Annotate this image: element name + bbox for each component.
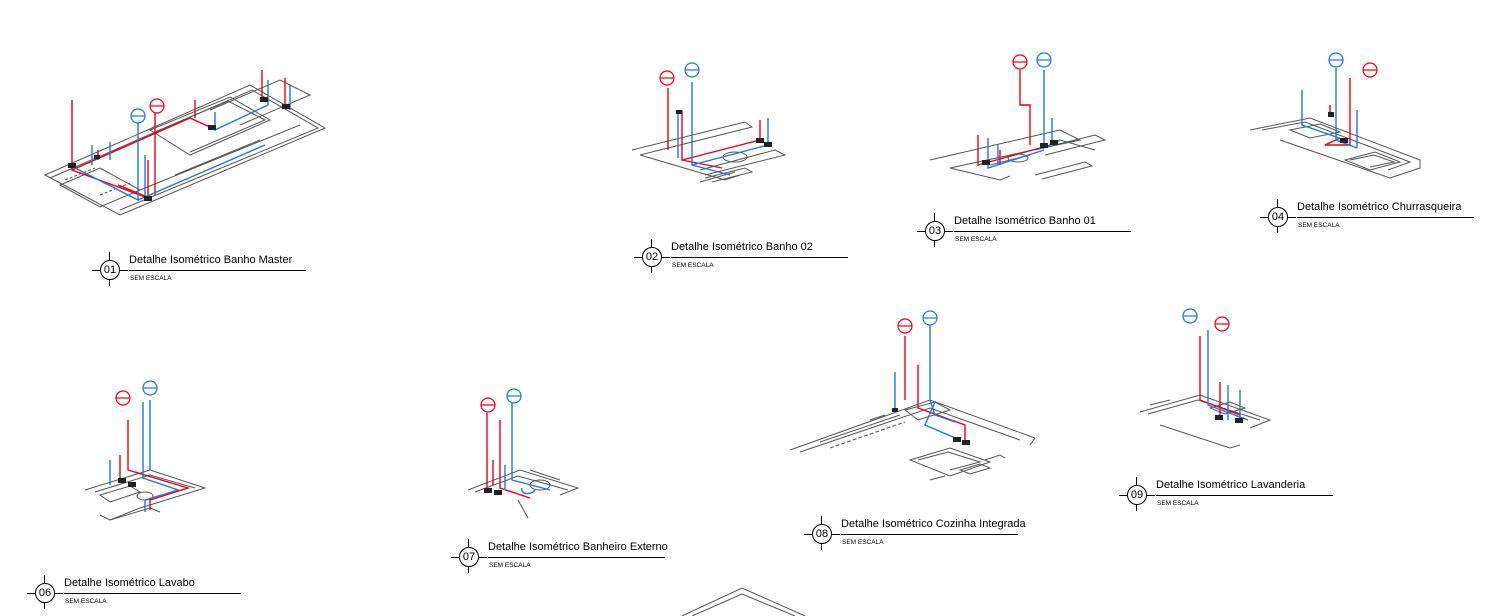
tag-bubbles-churrasqueira — [1328, 52, 1378, 78]
detail-number-badge: 03 — [925, 221, 945, 241]
hot-pipes-banho-01 — [977, 70, 1041, 166]
isometric-drawing-banho-master — [43, 79, 327, 216]
isometric-drawing-lavanderia — [1139, 394, 1272, 449]
fixtures-cozinha-integrada — [892, 408, 970, 445]
fixtures-banho-01 — [982, 140, 1058, 165]
hot-pipes-lavabo — [119, 420, 191, 510]
detail-title: Detalhe Isométrico Cozinha Integrada — [841, 518, 1026, 530]
detail-scale: SEM ESCALA — [489, 562, 531, 569]
detail-number-badge: 09 — [1127, 485, 1147, 505]
isometric-drawing-banho-02 — [631, 121, 787, 183]
detail-scale: SEM ESCALA — [1157, 500, 1199, 507]
fixtures-banho-master — [68, 97, 290, 201]
partial-drawing-bottom — [681, 587, 806, 616]
hot-pipes-banheiro-externo — [486, 413, 531, 499]
tag-bubbles-banho-master — [130, 98, 165, 124]
detail-scale: SEM ESCALA — [130, 275, 172, 282]
cold-pipes-banho-02 — [677, 82, 769, 176]
detail-number-badge: 01 — [100, 260, 120, 280]
detail-scale: SEM ESCALA — [672, 262, 714, 269]
fixtures-lavabo — [118, 478, 136, 487]
hot-pipes-banho-02 — [667, 88, 761, 169]
isometric-drawing-churrasqueira — [1249, 117, 1421, 179]
hot-pipes-banho-master — [71, 70, 286, 200]
tag-bubbles-lavabo — [115, 380, 158, 406]
detail-title: Detalhe Isométrico Banho 02 — [671, 241, 813, 253]
detail-scale: SEM ESCALA — [955, 236, 997, 243]
fixtures-banho-02 — [676, 110, 772, 147]
isometric-drawing-banho-01 — [929, 129, 1107, 181]
cold-pipes-cozinha-integrada — [894, 325, 961, 441]
detail-number-badge: 02 — [642, 247, 662, 267]
detail-title: Detalhe Isométrico Banho 01 — [954, 215, 1096, 227]
detail-title: Detalhe Isométrico Churrasqueira — [1297, 201, 1462, 213]
detail-scale: SEM ESCALA — [842, 539, 884, 546]
fixtures-banheiro-externo — [484, 488, 502, 495]
detail-number-badge: 06 — [35, 583, 55, 603]
tag-bubbles-banheiro-externo — [480, 388, 522, 413]
fixtures-churrasqueira — [1328, 112, 1348, 143]
tag-bubbles-lavanderia — [1182, 308, 1230, 332]
cold-pipes-banho-master — [74, 80, 291, 202]
detail-scale: SEM ESCALA — [65, 598, 107, 605]
hot-pipes-cozinha-integrada — [904, 336, 966, 440]
isometric-drawing-lavabo — [84, 469, 207, 521]
cold-pipes-lavanderia — [1207, 330, 1249, 421]
hot-pipes-lavanderia — [1199, 336, 1241, 418]
isometric-drawing-cozinha-integrada — [789, 399, 1036, 481]
detail-number-badge: 07 — [459, 547, 479, 567]
cold-pipes-banho-01 — [987, 70, 1061, 169]
tag-bubbles-banho-01 — [1012, 52, 1052, 70]
detail-title: Detalhe Isométrico Lavabo — [64, 577, 195, 589]
cold-pipes-banheiro-externo — [504, 402, 551, 495]
cold-pipes-lavabo — [109, 400, 181, 512]
detail-title: Detalhe Isométrico Lavanderia — [1156, 479, 1306, 491]
detail-scale: SEM ESCALA — [1298, 222, 1340, 229]
detail-title: Detalhe Isométrico Banho Master — [129, 254, 293, 266]
detail-number-badge: 04 — [1268, 207, 1288, 227]
tag-bubbles-cozinha-integrada — [897, 310, 938, 334]
isometric-drawing-banheiro-externo — [467, 469, 580, 519]
detail-number-badge: 08 — [812, 524, 832, 544]
detail-title: Detalhe Isométrico Banheiro Externo — [488, 541, 668, 553]
fixtures-lavanderia — [1215, 415, 1243, 423]
tag-bubbles-banho-02 — [659, 62, 700, 86]
cold-pipes-churrasqueira — [1301, 68, 1358, 149]
